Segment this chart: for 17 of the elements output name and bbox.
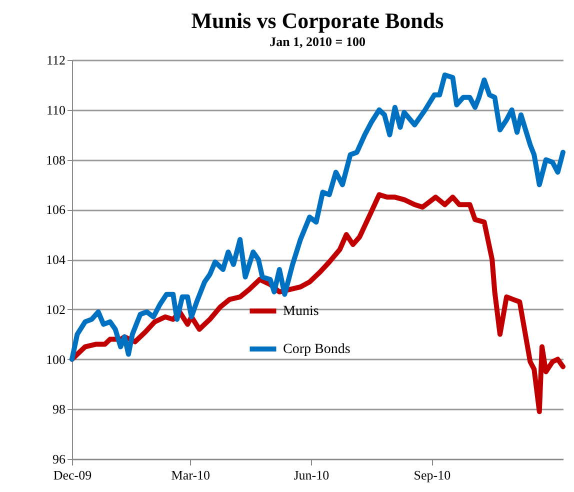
y-tick-label: 106 [46, 202, 66, 218]
x-tick-label: Jun-10 [294, 468, 330, 482]
y-tick-label: 108 [46, 152, 66, 168]
legend-label: Munis [283, 304, 319, 319]
y-tick-label: 112 [46, 52, 66, 68]
y-tick-label: 102 [46, 302, 66, 317]
y-tick-label: 104 [46, 252, 66, 267]
legend-label: Corp Bonds [283, 342, 350, 357]
y-tick-label: 100 [46, 352, 66, 367]
y-tick-label: 96 [52, 452, 66, 466]
x-tick-label: Mar-10 [171, 468, 210, 482]
y-tick-label: 110 [46, 102, 66, 118]
x-tick-label: Sep-10 [414, 468, 451, 482]
chart-title: Munis vs Corporate Bonds [191, 8, 444, 33]
x-tick-label: Dec-09 [53, 468, 92, 482]
chart-subtitle: Jan 1, 2010 = 100 [270, 34, 366, 49]
y-tick-label: 98 [52, 402, 66, 417]
